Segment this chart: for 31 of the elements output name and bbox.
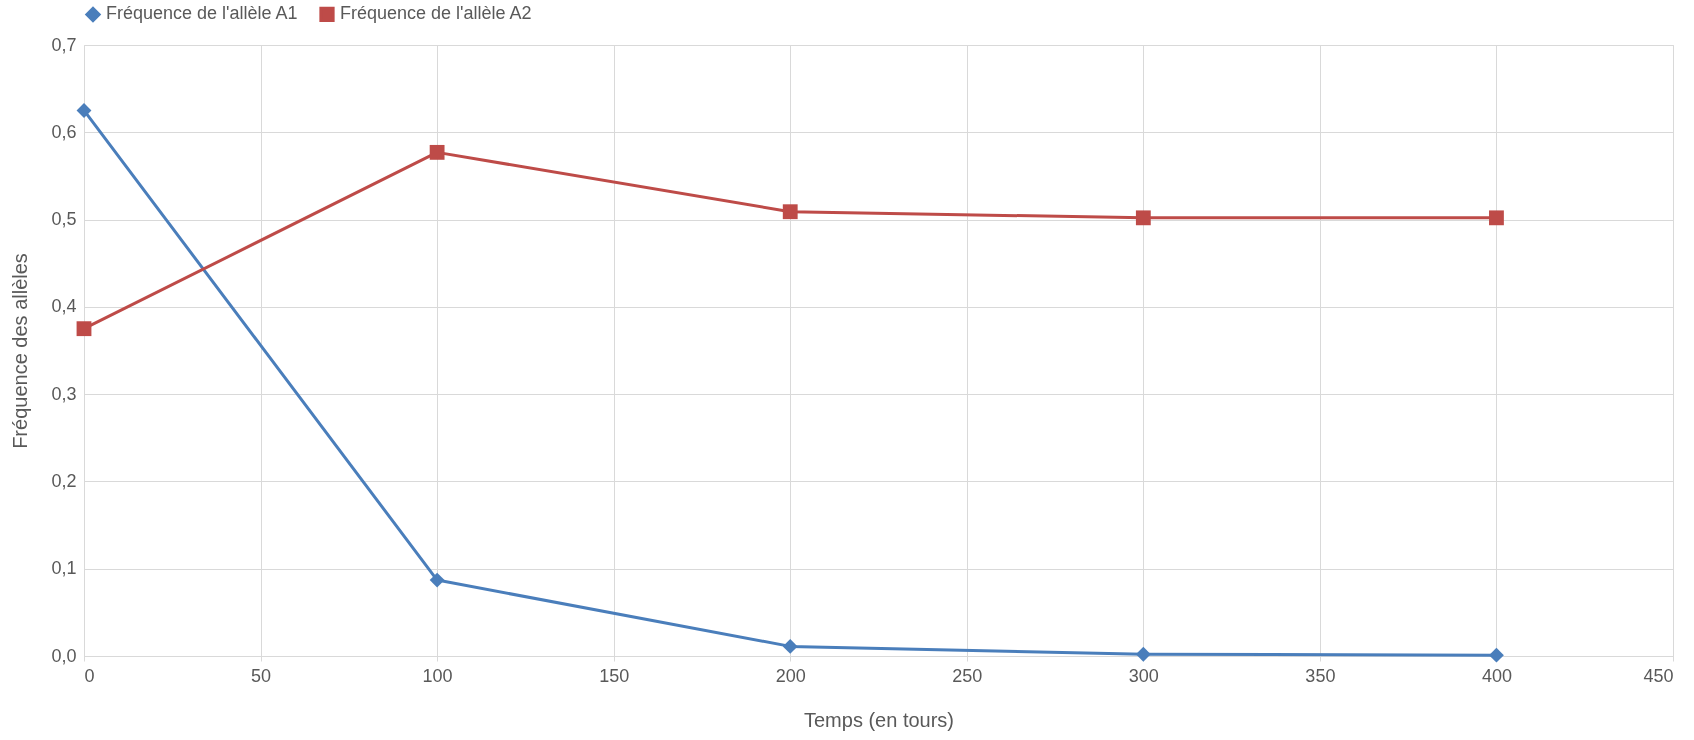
x-tick-label: 350 — [1305, 665, 1336, 686]
point — [1135, 646, 1151, 662]
point — [782, 638, 798, 654]
point — [76, 321, 92, 337]
legend-label: Fréquence de l'allèle A1 — [106, 3, 298, 24]
x-tick-label: 400 — [1481, 665, 1512, 686]
x-tick-label: 250 — [952, 665, 983, 686]
x-tick-label: 50 — [251, 665, 272, 686]
y-tick-label: 0,6 — [51, 121, 77, 142]
point — [1489, 210, 1504, 226]
y-tick-label: 0,1 — [51, 558, 77, 579]
y-tick-label: 0,3 — [51, 383, 77, 404]
x-tick-label: 200 — [775, 665, 806, 686]
point — [782, 204, 798, 220]
y-tick-label: 0,4 — [51, 296, 77, 317]
y-tick-label: 0,0 — [51, 645, 77, 666]
y-tick-label: 0,7 — [51, 34, 77, 55]
x-tick-label: 100 — [422, 665, 453, 686]
point — [1135, 210, 1151, 226]
x-tick-label: 300 — [1128, 665, 1159, 686]
x-tick-label: 150 — [599, 665, 630, 686]
point — [1489, 647, 1504, 663]
y-tick-label: 0,2 — [51, 470, 77, 491]
y-axis-title: Fréquence des allèles — [9, 253, 32, 449]
x-tick-label: 0 — [84, 665, 95, 686]
point — [429, 572, 445, 588]
y-tick-label: 0,5 — [51, 209, 77, 230]
x-axis-title: Temps (en tours) — [803, 708, 955, 731]
point — [429, 144, 445, 160]
x-tick-label: 450 — [1643, 665, 1674, 686]
legend-label: Fréquence de l'allèle A2 — [340, 3, 532, 24]
